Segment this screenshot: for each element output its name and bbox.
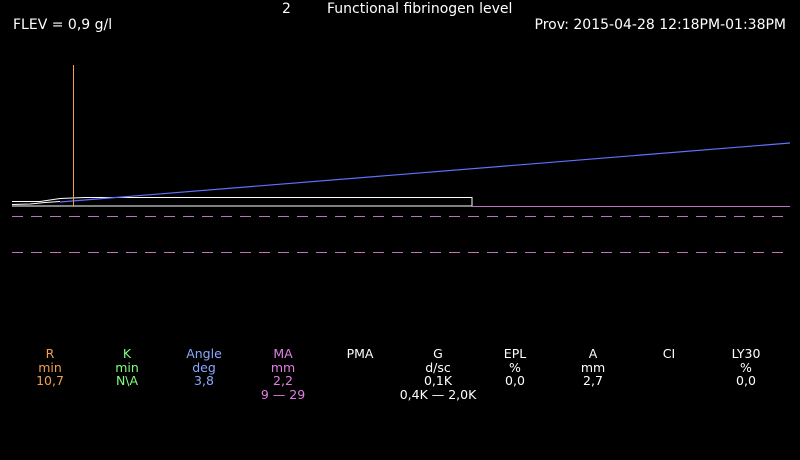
teg-tracing-area [11,65,791,253]
param-ly30-unit: % [740,359,752,375]
param-r-value: 10,7 [36,373,64,388]
param-epl-range [470,388,560,402]
param-pma: PMA [315,347,405,401]
tracing-upper-line [12,197,473,206]
param-angle-name: Angle [186,346,222,361]
param-k-name: K [122,346,132,361]
param-ma-range: 9 — 29 [260,386,306,402]
param-ly30-value: 0,0 [736,373,756,388]
param-angle-unit: deg [192,359,216,375]
param-pma-unit [315,361,405,375]
param-pma-range [315,388,405,402]
param-epl-unit: % [509,359,521,375]
param-a-unit: mm [580,359,606,375]
param-k-unit: min [115,359,139,375]
param-a: A mm 2,7 [548,347,638,401]
param-a-name: A [588,346,598,361]
param-g-value: 0,1K [423,373,453,388]
param-ma-unit: mm [270,359,296,375]
param-ly30-name: LY30 [731,346,761,361]
param-pma-value [315,374,405,388]
angle-line [59,142,791,203]
param-r-name: R [45,346,55,361]
param-ma: MA mm 2,2 9 — 29 [238,347,328,401]
channel-number: 2 [282,1,291,17]
param-angle: Angle deg 3,8 [159,347,249,401]
sample-time: Prov: 2015-04-28 12:18PM-01:38PM [534,17,787,33]
param-ma-value: 2,2 [273,373,293,388]
param-k-value: N\A [115,373,139,388]
param-g-name: G [433,346,443,361]
param-r: R min 10,7 [5,347,95,401]
param-r-unit: min [38,359,62,375]
param-k: K min N\A [82,347,172,401]
flev-result: FLEV = 0,9 g/l [13,17,113,33]
param-ly30-range [701,388,791,402]
param-angle-value: 3,8 [194,373,214,388]
param-ci-name: CI [662,346,676,361]
param-pma-name: PMA [346,346,374,361]
param-ma-name: MA [273,346,293,361]
tracing-inner-line [11,201,61,205]
param-angle-range [159,388,249,402]
param-ci: CI [624,347,714,401]
param-epl-name: EPL [503,346,527,361]
param-g-range: 0,4K — 2,0K [399,386,477,402]
param-epl: EPL % 0,0 [470,347,560,401]
test-title: Functional fibrinogen level [327,1,513,17]
param-a-value: 2,7 [583,373,603,388]
param-epl-value: 0,0 [505,373,525,388]
param-ly30: LY30 % 0,0 [701,347,791,401]
param-g-unit: d/sc [425,359,451,375]
param-g: G d/sc 0,1K 0,4K — 2,0K [393,347,483,401]
